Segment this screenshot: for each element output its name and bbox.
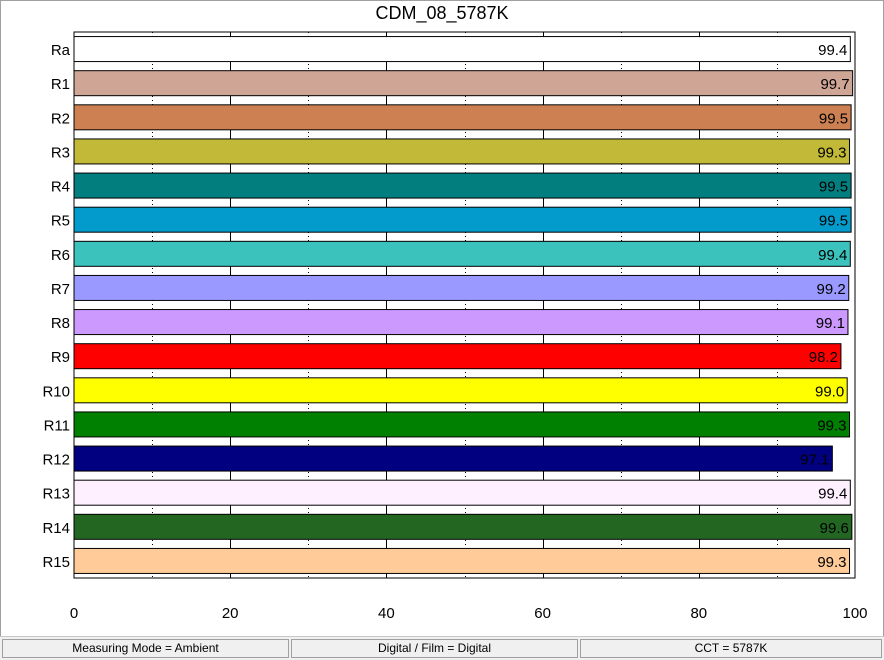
bar-r11 xyxy=(73,411,851,438)
category-label: R7 xyxy=(51,281,70,298)
category-label: R8 xyxy=(51,315,70,332)
bar-value-label: 99.5 xyxy=(819,213,848,230)
bar-value-label: 98.2 xyxy=(809,349,838,366)
bar-value-label: 99.3 xyxy=(817,554,846,571)
x-tick-label: 80 xyxy=(690,605,707,622)
x-tick-label: 100 xyxy=(842,605,867,622)
category-label: Ra xyxy=(51,42,71,59)
chart-title: CDM_08_5787K xyxy=(375,3,509,23)
bar-r3 xyxy=(73,138,851,165)
bar-r10 xyxy=(73,377,848,404)
x-tick-label: 60 xyxy=(534,605,551,622)
status-digital-film: Digital / Film = Digital xyxy=(291,639,578,658)
bar-r5 xyxy=(73,206,852,233)
bar-value-label: 99.7 xyxy=(820,76,849,93)
bar-r15 xyxy=(73,547,851,574)
status-cct: CCT = 5787K xyxy=(580,639,882,658)
bar-value-label: 99.4 xyxy=(818,42,847,59)
bar-r4 xyxy=(73,172,852,199)
bar-value-label: 99.3 xyxy=(817,417,846,434)
bar-chart: 99.4 Ra 99.7 R1 99.5 R2 99.3 R3 99.5 R4 99.5 R5 99.4… xyxy=(42,31,868,622)
bar-value-label: 99.0 xyxy=(815,383,844,400)
bar-r2 xyxy=(73,104,852,131)
category-label: R9 xyxy=(51,349,70,366)
bar-r14 xyxy=(73,513,853,540)
category-label: R13 xyxy=(42,486,70,503)
bar-r12 xyxy=(73,445,833,472)
category-label: R11 xyxy=(44,417,70,434)
x-tick-label: 20 xyxy=(222,605,239,622)
bar-r8 xyxy=(73,309,849,336)
category-label: R2 xyxy=(51,110,70,127)
status-measuring-mode: Measuring Mode = Ambient xyxy=(2,639,289,658)
category-label: R4 xyxy=(51,179,70,196)
bar-r7 xyxy=(73,274,850,301)
status-bar: Measuring Mode = Ambient Digital / Film … xyxy=(0,636,884,660)
category-label: R6 xyxy=(51,247,70,264)
bar-value-label: 99.4 xyxy=(818,486,847,503)
bar-r1 xyxy=(73,70,854,97)
x-tick-label: 0 xyxy=(70,605,78,622)
category-label: R10 xyxy=(42,383,70,400)
category-label: R5 xyxy=(51,213,70,230)
category-label: R15 xyxy=(42,554,70,571)
bar-value-label: 99.4 xyxy=(818,247,847,264)
bar-value-label: 99.5 xyxy=(819,179,848,196)
bar-value-label: 99.3 xyxy=(817,144,846,161)
category-label: R1 xyxy=(51,76,70,93)
bar-value-label: 99.6 xyxy=(820,520,849,537)
bar-value-label: 99.2 xyxy=(817,281,846,298)
bar-value-label: 97.1 xyxy=(800,452,829,469)
bar-ra xyxy=(73,36,851,63)
category-label: R12 xyxy=(42,452,70,469)
bar-r9 xyxy=(73,343,842,370)
bar-value-label: 99.1 xyxy=(816,315,845,332)
x-tick-label: 40 xyxy=(378,605,395,622)
bar-value-label: 99.5 xyxy=(819,110,848,127)
category-label: R14 xyxy=(42,520,70,537)
bar-r6 xyxy=(73,240,851,267)
category-label: R3 xyxy=(51,144,70,161)
bar-r13 xyxy=(73,479,851,506)
